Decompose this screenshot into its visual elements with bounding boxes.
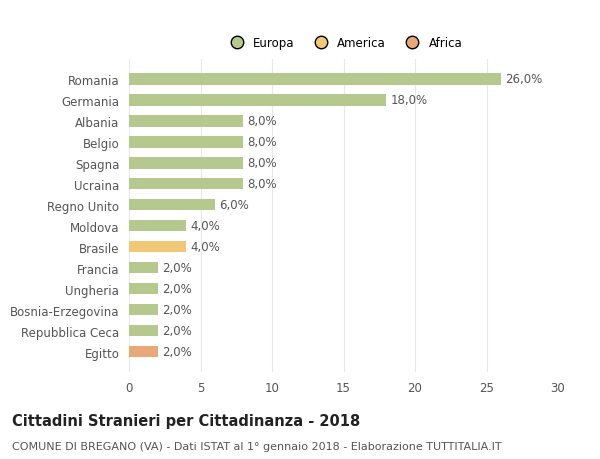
Bar [129, 137, 244, 148]
Bar [129, 241, 186, 253]
Text: 4,0%: 4,0% [190, 220, 220, 233]
Text: 2,0%: 2,0% [162, 345, 191, 358]
Bar [129, 283, 158, 295]
Bar [129, 179, 244, 190]
Text: 8,0%: 8,0% [248, 136, 277, 149]
Text: 4,0%: 4,0% [190, 241, 220, 254]
Text: 6,0%: 6,0% [219, 199, 249, 212]
Text: 8,0%: 8,0% [248, 157, 277, 170]
Text: 2,0%: 2,0% [162, 283, 191, 296]
Text: 2,0%: 2,0% [162, 303, 191, 316]
Text: 8,0%: 8,0% [248, 115, 277, 128]
Bar [129, 157, 244, 169]
Bar [129, 220, 186, 232]
Text: 2,0%: 2,0% [162, 262, 191, 274]
Text: COMUNE DI BREGANO (VA) - Dati ISTAT al 1° gennaio 2018 - Elaborazione TUTTITALIA: COMUNE DI BREGANO (VA) - Dati ISTAT al 1… [12, 441, 502, 451]
Bar [129, 74, 501, 85]
Bar [129, 200, 215, 211]
Text: 8,0%: 8,0% [248, 178, 277, 191]
Legend: Europa, America, Africa: Europa, America, Africa [223, 34, 464, 52]
Text: 18,0%: 18,0% [391, 94, 428, 107]
Bar [129, 95, 386, 106]
Bar [129, 325, 158, 336]
Text: 2,0%: 2,0% [162, 325, 191, 337]
Bar [129, 346, 158, 358]
Bar [129, 116, 244, 127]
Text: 26,0%: 26,0% [505, 73, 542, 86]
Text: Cittadini Stranieri per Cittadinanza - 2018: Cittadini Stranieri per Cittadinanza - 2… [12, 413, 360, 428]
Bar [129, 263, 158, 274]
Bar [129, 304, 158, 316]
